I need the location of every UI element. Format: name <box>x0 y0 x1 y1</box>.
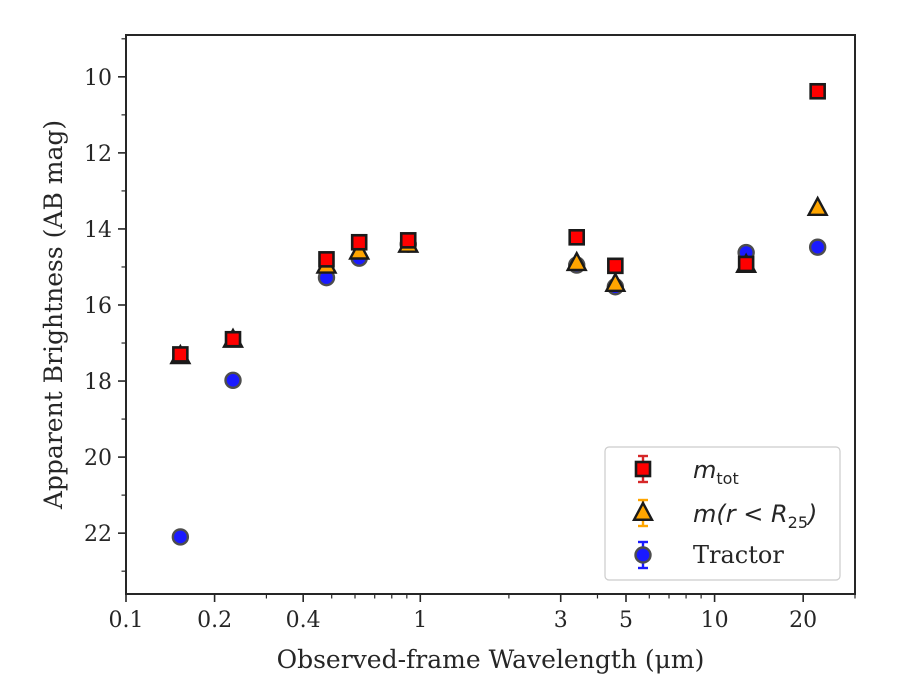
legend: mtot m(r < R25) Tractor <box>604 446 841 581</box>
legend-box <box>604 446 841 581</box>
data-point-square <box>607 257 624 275</box>
y-tick-label: 12 <box>84 142 112 167</box>
y-tick-label: 10 <box>84 66 112 91</box>
data-point-triangle <box>565 250 588 272</box>
data-point-circle <box>171 528 190 546</box>
data-point-square <box>737 255 755 273</box>
plot-area-frame <box>125 34 856 595</box>
data-point-square <box>568 229 586 246</box>
data-point-circle <box>224 371 242 389</box>
legend-marker-triangle <box>631 500 655 521</box>
legend-marker-square <box>634 460 652 478</box>
series-square <box>172 82 826 363</box>
x-tick-label: 10 <box>701 608 729 633</box>
legend-label-m-r-lt-r25: m(r < R25) <box>693 500 817 532</box>
legend-label-tractor: Tractor <box>693 541 784 569</box>
axis-ticks: 0.1 0.2 0.4 1 3 5 10 20 10 12 14 16 18 20 22 <box>84 38 856 633</box>
data-point-triangle <box>604 271 627 293</box>
y-tick-label: 20 <box>84 446 112 471</box>
data-point-square <box>350 233 368 251</box>
y-tick-label: 18 <box>84 370 112 395</box>
data-point-triangle <box>806 195 829 216</box>
y-axis-label: Apparent Brightness (AB mag) <box>39 120 68 510</box>
x-tick-label: 5 <box>619 608 633 633</box>
data-point-square <box>224 330 242 348</box>
data-point-circle <box>808 238 827 256</box>
legend-marker-circle <box>634 546 652 564</box>
x-axis-label: Observed-frame Wavelength (μm) <box>277 645 705 674</box>
x-tick-label: 0.1 <box>109 608 144 633</box>
data-points <box>169 82 829 546</box>
x-tick-label: 20 <box>789 608 817 633</box>
y-tick-label: 16 <box>84 294 112 319</box>
y-tick-label: 22 <box>84 522 112 547</box>
data-point-square <box>399 232 417 249</box>
data-point-square <box>172 346 189 363</box>
data-point-square <box>318 251 335 268</box>
x-tick-label: 1 <box>413 608 427 633</box>
legend-label-mtot: mtot <box>693 456 739 488</box>
x-tick-label: 0.2 <box>197 608 232 633</box>
data-point-square <box>809 82 826 100</box>
y-tick-label: 14 <box>84 218 112 243</box>
x-tick-label: 3 <box>554 608 568 633</box>
x-tick-label: 0.4 <box>286 608 321 633</box>
